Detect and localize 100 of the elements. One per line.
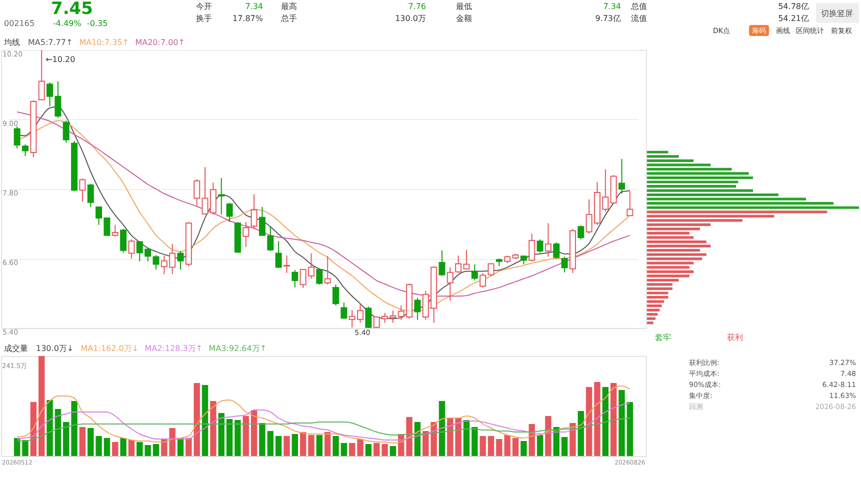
text: MA5:7.77↑ xyxy=(28,38,73,47)
bar xyxy=(647,266,690,269)
bar xyxy=(259,423,266,456)
bar xyxy=(586,387,592,456)
text: 换手 xyxy=(196,14,212,23)
text: MA2:128.3万↑ xyxy=(144,344,203,353)
bar xyxy=(610,383,617,456)
bar xyxy=(38,356,45,456)
text: 130.0万 xyxy=(395,14,426,23)
bar xyxy=(316,435,323,456)
bar xyxy=(626,402,634,456)
bar xyxy=(647,296,668,299)
bar xyxy=(647,240,706,244)
bar xyxy=(647,300,664,303)
bar xyxy=(202,385,208,456)
bar xyxy=(647,253,706,256)
text: 获利 xyxy=(727,333,743,342)
bar xyxy=(14,438,20,456)
bar xyxy=(292,434,298,456)
text: 54.78亿 xyxy=(778,2,809,11)
bar xyxy=(382,444,388,456)
bar xyxy=(22,440,28,456)
bar xyxy=(267,431,274,456)
bar xyxy=(46,400,53,456)
bar xyxy=(349,443,356,456)
bar xyxy=(250,410,258,456)
bar xyxy=(647,176,753,180)
bar xyxy=(242,416,249,456)
text: 流值 xyxy=(631,14,647,23)
bar xyxy=(647,262,694,264)
bar xyxy=(186,438,192,456)
bar xyxy=(210,401,216,456)
bar xyxy=(647,308,660,312)
bar xyxy=(218,413,224,456)
bar xyxy=(618,390,625,456)
bar xyxy=(480,436,486,456)
bar xyxy=(512,438,519,456)
bar xyxy=(647,317,656,320)
bar xyxy=(570,423,576,456)
bar xyxy=(647,313,658,316)
bar xyxy=(647,155,679,158)
bar xyxy=(455,418,462,456)
text: 002165 xyxy=(4,19,35,28)
text: 130.0万↓ xyxy=(36,344,74,353)
bar xyxy=(332,436,339,456)
text: 7.34 xyxy=(603,2,621,11)
bar xyxy=(422,431,429,456)
text: 7.34 xyxy=(245,2,263,11)
text: MA20:7.00↑ xyxy=(135,38,185,47)
bar xyxy=(472,427,478,456)
bar xyxy=(647,202,834,205)
legend-title: 成交量 xyxy=(4,344,28,353)
bar xyxy=(128,440,135,456)
bar xyxy=(71,401,78,456)
text: 54.21亿 xyxy=(778,14,809,23)
bar xyxy=(104,438,110,456)
bar xyxy=(488,436,494,456)
bar xyxy=(647,304,662,308)
bar xyxy=(647,274,690,278)
bar xyxy=(647,270,694,273)
bar xyxy=(438,401,446,456)
bar xyxy=(340,443,348,456)
bar xyxy=(284,436,290,456)
text: 7.76 xyxy=(408,2,426,11)
bar xyxy=(63,422,70,456)
bar xyxy=(602,387,608,456)
text: 套牢 xyxy=(655,333,671,342)
annotation: ←10.20 xyxy=(46,55,76,64)
bar xyxy=(545,416,552,456)
bar xyxy=(226,419,233,456)
bar xyxy=(88,428,94,456)
bar xyxy=(152,444,160,456)
bar xyxy=(647,210,828,214)
text: 9.73亿 xyxy=(595,14,621,23)
bar xyxy=(647,322,654,324)
bar xyxy=(647,292,668,294)
bar xyxy=(357,439,364,456)
bar xyxy=(578,411,584,456)
text: 最高 xyxy=(281,2,297,11)
bar xyxy=(112,442,118,456)
bar xyxy=(194,383,200,456)
bar xyxy=(365,444,372,456)
bar xyxy=(647,244,711,248)
bar xyxy=(406,417,412,456)
bar xyxy=(54,409,62,456)
bar xyxy=(561,437,568,456)
bar xyxy=(390,446,396,456)
text: 7.45 xyxy=(51,0,93,19)
bar xyxy=(647,172,749,175)
text: 金额 xyxy=(456,14,472,23)
bar xyxy=(647,214,774,218)
bar xyxy=(374,443,380,456)
bar xyxy=(647,258,702,260)
bar xyxy=(96,436,102,456)
text: MA3:92.64万↑ xyxy=(208,344,267,353)
text: MA1:162.0万↓ xyxy=(80,344,139,353)
bar xyxy=(447,418,454,456)
bar xyxy=(647,206,859,209)
text: -4.49% xyxy=(53,19,82,28)
bar xyxy=(324,432,331,456)
